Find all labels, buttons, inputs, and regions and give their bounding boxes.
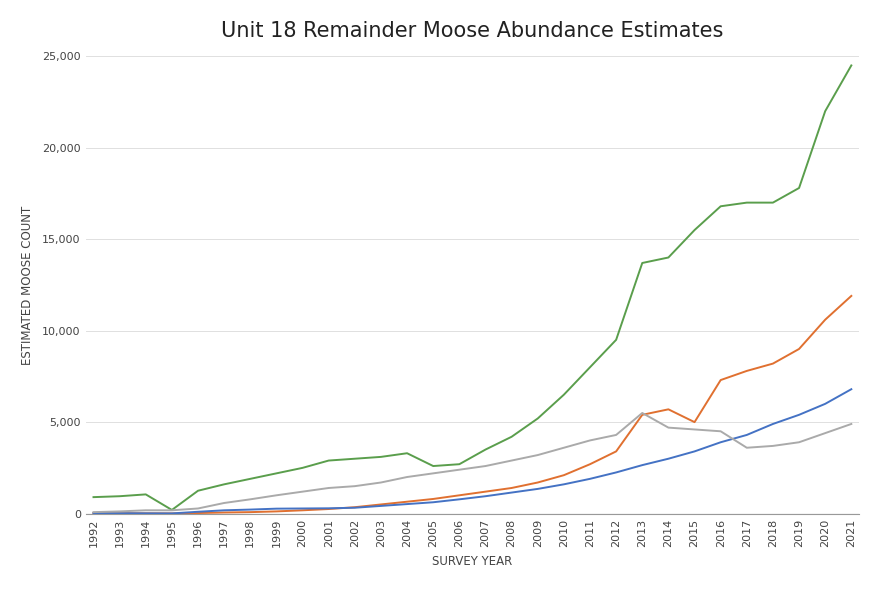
Y-axis label: ESTIMATED MOOSE COUNT: ESTIMATED MOOSE COUNT bbox=[21, 206, 33, 365]
Title: Unit 18 Remainder Moose Abundance Estimates: Unit 18 Remainder Moose Abundance Estima… bbox=[221, 21, 723, 41]
X-axis label: SURVEY YEAR: SURVEY YEAR bbox=[432, 555, 512, 568]
